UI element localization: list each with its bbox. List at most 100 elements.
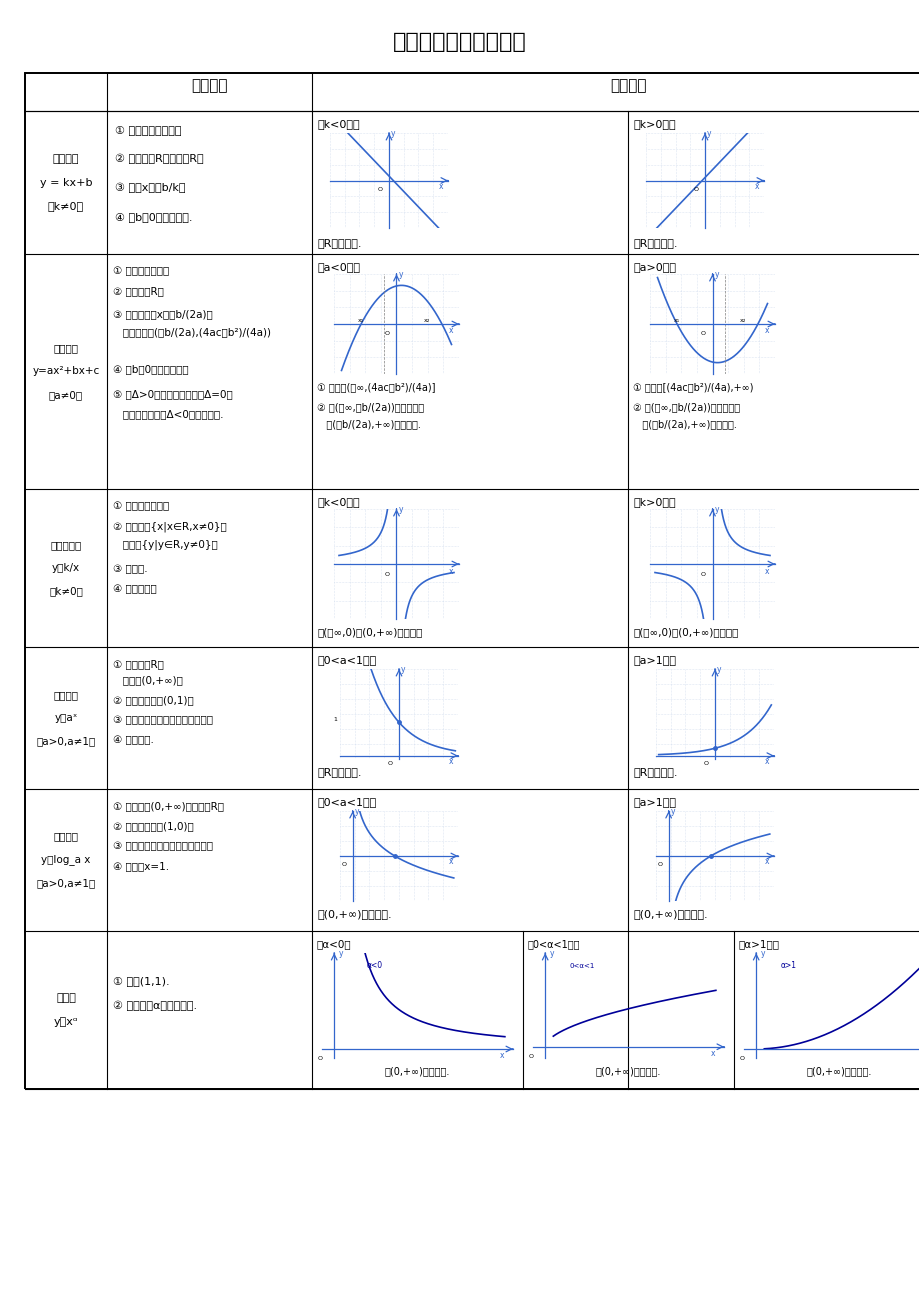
Text: y: y xyxy=(760,949,765,958)
Text: ② 图像经过定点(1,0)；: ② 图像经过定点(1,0)； xyxy=(113,821,194,831)
Text: O: O xyxy=(700,572,705,577)
Text: x: x xyxy=(499,1052,504,1061)
Text: 在(0,+∞)为增函数.: 在(0,+∞)为增函数. xyxy=(596,1066,661,1076)
Text: 在R为减函数.: 在R为减函数. xyxy=(318,238,362,248)
Text: ④ 当b＝0时是奇函数.: ④ 当b＝0时是奇函数. xyxy=(115,212,192,222)
Text: 幂函数

y＝xᵅ: 幂函数 y＝xᵅ xyxy=(53,993,78,1027)
Text: x: x xyxy=(448,326,453,335)
Text: ④ 没有零点；: ④ 没有零点； xyxy=(113,584,156,594)
Text: O: O xyxy=(388,761,392,766)
Text: 不同性质: 不同性质 xyxy=(609,78,646,94)
Text: 当a>1时，: 当a>1时， xyxy=(633,655,676,665)
Text: y: y xyxy=(338,949,343,958)
Text: 在(－b/(2a),+∞)为增函数.: 在(－b/(2a),+∞)为增函数. xyxy=(632,420,736,429)
Text: ① 图像是双曲线；: ① 图像是双曲线； xyxy=(113,500,169,511)
Text: 在(0,+∞)为增函数.: 在(0,+∞)为增函数. xyxy=(633,909,708,919)
Text: O: O xyxy=(341,861,346,866)
Text: y: y xyxy=(714,506,719,515)
Text: O: O xyxy=(739,1057,744,1062)
Text: x₂: x₂ xyxy=(424,318,430,323)
Text: x: x xyxy=(709,1049,714,1058)
Text: 当a>1时，: 当a>1时， xyxy=(633,797,676,807)
Text: O: O xyxy=(703,761,709,766)
Text: 值域为(0,+∞)；: 值域为(0,+∞)； xyxy=(113,675,183,685)
Text: ② 在(－∞,－b/(2a))为减函数，: ② 在(－∞,－b/(2a))为减函数， xyxy=(632,403,739,412)
Text: ① 定义域为R，: ① 定义域为R， xyxy=(113,659,164,668)
Text: α>1: α>1 xyxy=(779,962,796,969)
Text: 当k>0时，: 当k>0时， xyxy=(633,119,675,129)
Text: 顶点坐标是(－b/(2a),(4ac－b²)/(4a)): 顶点坐标是(－b/(2a),(4ac－b²)/(4a)) xyxy=(113,327,271,337)
Text: 当a<0时，: 当a<0时， xyxy=(318,262,360,272)
Text: x: x xyxy=(448,757,453,766)
Text: ② 定义域为{x|x∈R,x≠0}，: ② 定义域为{x|x∈R,x≠0}， xyxy=(113,521,226,532)
Text: x: x xyxy=(438,182,443,192)
Text: 反比例函数

y＝k/x

（k≠0）: 反比例函数 y＝k/x （k≠0） xyxy=(49,539,83,597)
Text: x: x xyxy=(764,857,768,866)
Text: 当0<a<1时，: 当0<a<1时， xyxy=(318,655,377,665)
Text: y: y xyxy=(670,807,675,816)
Text: α<0: α<0 xyxy=(367,962,382,969)
Text: y: y xyxy=(550,949,554,958)
Text: 一次函数

y = kx+b

（k≠0）: 一次函数 y = kx+b （k≠0） xyxy=(40,154,92,211)
Text: 当a>0时，: 当a>0时， xyxy=(633,262,676,272)
Text: y: y xyxy=(401,665,405,674)
Bar xyxy=(25,73,919,1089)
Text: y: y xyxy=(398,506,403,515)
Text: y: y xyxy=(714,270,719,279)
Text: ① 过点(1,1).: ① 过点(1,1). xyxy=(113,976,169,986)
Text: 在R为增函数.: 在R为增函数. xyxy=(633,767,678,777)
Text: ② 奇偶性与α的取值有关.: ② 奇偶性与α的取值有关. xyxy=(113,1001,197,1011)
Text: ③ 既不是奇函数，也不是偶函数；: ③ 既不是奇函数，也不是偶函数； xyxy=(113,715,213,724)
Text: x: x xyxy=(448,857,453,866)
Text: ④ 没有零点.: ④ 没有零点. xyxy=(113,735,153,745)
Text: ⑤ 当Δ>0，有两个零点；当Δ=0，: ⑤ 当Δ>0，有两个零点；当Δ=0， xyxy=(113,390,233,399)
Text: 当0<α<1时，: 当0<α<1时， xyxy=(528,939,580,949)
Text: ② 定义域为R；值域为R；: ② 定义域为R；值域为R； xyxy=(115,154,203,164)
Text: ② 在(－∞,－b/(2a))为增函数，: ② 在(－∞,－b/(2a))为增函数， xyxy=(317,403,424,412)
Text: 指数函数

y＝aˣ

（a>0,a≠1）: 指数函数 y＝aˣ （a>0,a≠1） xyxy=(37,689,96,747)
Text: 在(－∞,0)和(0,+∞)为减函数: 在(－∞,0)和(0,+∞)为减函数 xyxy=(633,627,739,637)
Text: ① 图像是一条直线；: ① 图像是一条直线； xyxy=(115,125,181,136)
Text: O: O xyxy=(378,186,382,192)
Text: ① 图像是抛物线；: ① 图像是抛物线； xyxy=(113,266,169,276)
Text: O: O xyxy=(528,1054,533,1059)
Text: x: x xyxy=(764,757,768,766)
Text: 当k>0时，: 当k>0时， xyxy=(633,496,675,507)
Text: ④ 零点为x=1.: ④ 零点为x=1. xyxy=(113,861,169,870)
Text: ② 图像经过定点(0,1)；: ② 图像经过定点(0,1)； xyxy=(113,694,194,705)
Text: ③ 既不是奇函数，也不是偶函数；: ③ 既不是奇函数，也不是偶函数； xyxy=(113,840,213,851)
Text: x: x xyxy=(765,326,769,335)
Text: 在R为增函数.: 在R为增函数. xyxy=(633,238,678,248)
Text: 1: 1 xyxy=(333,717,337,722)
Text: 值域为{y|y∈R,y≠0}；: 值域为{y|y∈R,y≠0}； xyxy=(113,539,218,550)
Text: y: y xyxy=(398,270,403,279)
Text: 对数函数

y＝log_a x

（a>0,a≠1）: 对数函数 y＝log_a x （a>0,a≠1） xyxy=(37,831,96,889)
Text: ③ 奇函数.: ③ 奇函数. xyxy=(113,564,147,575)
Text: x: x xyxy=(754,182,758,192)
Text: 在(－b/(2a),+∞)为减函数.: 在(－b/(2a),+∞)为减函数. xyxy=(317,420,420,429)
Text: 在R为减函数.: 在R为减函数. xyxy=(318,767,362,777)
Text: ① 值域为(－∞,(4ac－b²)/(4a)]: ① 值域为(－∞,(4ac－b²)/(4a)] xyxy=(317,382,435,392)
Text: 相同性质: 相同性质 xyxy=(191,78,228,94)
Text: y: y xyxy=(716,665,720,674)
Text: 当α>1时，: 当α>1时， xyxy=(738,939,779,949)
Text: ④ 当b＝0时是偶函数；: ④ 当b＝0时是偶函数； xyxy=(113,364,188,374)
Text: ③ 对称轴方程x＝－b/(2a)，: ③ 对称轴方程x＝－b/(2a)， xyxy=(113,309,212,319)
Text: ① 值域为[(4ac－b²)/(4a),+∞): ① 值域为[(4ac－b²)/(4a),+∞) xyxy=(632,382,753,392)
Text: 当0<a<1时，: 当0<a<1时， xyxy=(318,797,377,807)
Text: 二次函数

y=ax²+bx+c

（a≠0）: 二次函数 y=ax²+bx+c （a≠0） xyxy=(32,343,99,400)
Text: 有一个零点；当Δ<0，没有零点.: 有一个零点；当Δ<0，没有零点. xyxy=(113,409,223,420)
Text: x: x xyxy=(765,567,769,576)
Text: 在(0,+∞)为减函数.: 在(0,+∞)为减函数. xyxy=(384,1066,449,1076)
Text: O: O xyxy=(384,572,390,577)
Text: 在(0,+∞)为减函数.: 在(0,+∞)为减函数. xyxy=(318,909,392,919)
Text: y: y xyxy=(706,129,710,138)
Text: ② 定义域是R；: ② 定义域是R； xyxy=(113,285,164,296)
Text: x: x xyxy=(448,567,453,576)
Text: ③ 零点x＝－b/k；: ③ 零点x＝－b/k； xyxy=(115,182,186,193)
Text: 基本函数的图像与性质: 基本函数的图像与性质 xyxy=(392,33,527,52)
Bar xyxy=(25,73,919,1089)
Text: y: y xyxy=(391,129,395,138)
Text: x₁: x₁ xyxy=(357,318,364,323)
Text: 当k<0时，: 当k<0时， xyxy=(318,496,360,507)
